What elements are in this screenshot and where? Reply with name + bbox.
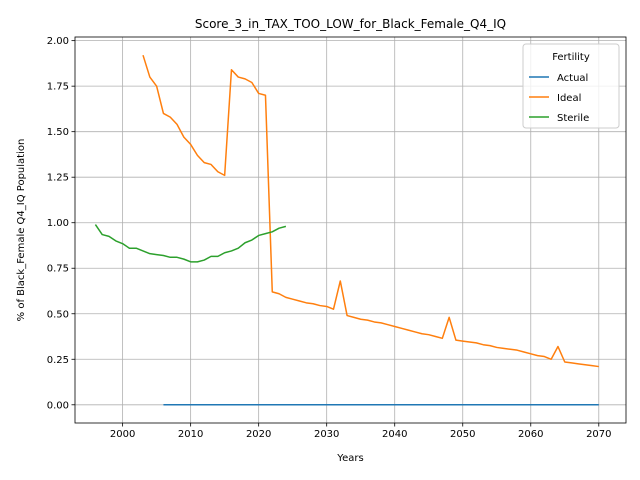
series-group bbox=[94, 54, 599, 406]
x-tick-label: 2040 bbox=[382, 429, 407, 440]
y-tick-label: 0.75 bbox=[47, 264, 69, 275]
y-tick-label: 0.50 bbox=[47, 309, 69, 320]
series-line-ideal bbox=[142, 54, 599, 368]
x-tick-label: 2050 bbox=[450, 429, 475, 440]
legend-box bbox=[522, 43, 620, 129]
legend-label-sterile: Sterile bbox=[557, 113, 589, 124]
legend-items: Actual Ideal Sterile bbox=[529, 73, 589, 124]
legend: Fertility Actual Ideal Sterile bbox=[522, 43, 620, 129]
x-tick-label: 2030 bbox=[314, 429, 339, 440]
x-tick-label: 2000 bbox=[110, 429, 135, 440]
legend-label-ideal: Ideal bbox=[557, 93, 581, 104]
y-axis-label: % of Black_Female Q4_IQ Population bbox=[16, 139, 27, 322]
plot-frame bbox=[74, 36, 627, 424]
series-line-sterile bbox=[94, 224, 287, 263]
y-tick-label: 0.00 bbox=[47, 400, 69, 411]
x-axis-label: Years bbox=[336, 453, 363, 464]
chart-title: Score_3_in_TAX_TOO_LOW_for_Black_Female_… bbox=[195, 17, 506, 31]
x-tick-label: 2020 bbox=[246, 429, 271, 440]
y-tick-label: 0.25 bbox=[47, 355, 69, 366]
legend-title: Fertility bbox=[552, 52, 590, 63]
y-tick-label: 1.75 bbox=[47, 82, 69, 93]
y-tick-label: 1.50 bbox=[47, 127, 69, 138]
x-tick-label: 2060 bbox=[518, 429, 543, 440]
y-tick-label: 1.00 bbox=[47, 218, 69, 229]
x-tick-label: 2070 bbox=[586, 429, 611, 440]
ticks: 2000 2010 2020 2030 2040 2050 2060 2070 0.00 0.25… bbox=[47, 36, 612, 440]
legend-label-actual: Actual bbox=[557, 73, 588, 84]
x-tick-label: 2010 bbox=[178, 429, 203, 440]
y-tick-label: 1.25 bbox=[47, 173, 69, 184]
y-tick-label: 2.00 bbox=[47, 36, 69, 47]
